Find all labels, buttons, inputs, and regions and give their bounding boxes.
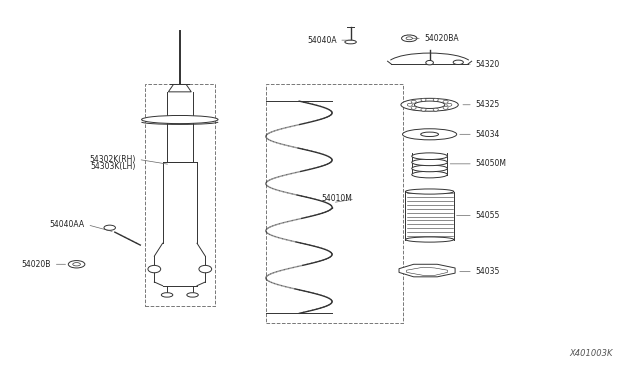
Bar — [266, 84, 403, 323]
Text: 54010M: 54010M — [322, 195, 353, 203]
Ellipse shape — [141, 115, 218, 124]
Text: 54040A: 54040A — [307, 36, 337, 45]
Text: X401003K: X401003K — [570, 349, 613, 358]
Ellipse shape — [412, 153, 447, 160]
Ellipse shape — [104, 225, 115, 230]
Ellipse shape — [68, 260, 85, 268]
Circle shape — [443, 106, 448, 109]
Polygon shape — [406, 267, 447, 275]
Text: 54325: 54325 — [476, 100, 500, 109]
Bar — [145, 84, 215, 306]
Circle shape — [411, 106, 416, 109]
Circle shape — [443, 100, 448, 103]
Polygon shape — [168, 84, 191, 92]
Ellipse shape — [401, 98, 458, 111]
Circle shape — [148, 265, 161, 273]
Text: 54302K(RH): 54302K(RH) — [90, 155, 136, 164]
Circle shape — [433, 98, 438, 101]
Text: 54020BA: 54020BA — [424, 34, 459, 43]
Circle shape — [433, 108, 438, 111]
Ellipse shape — [453, 60, 463, 64]
Ellipse shape — [412, 171, 447, 178]
Ellipse shape — [405, 189, 454, 194]
Circle shape — [199, 265, 212, 273]
Circle shape — [421, 108, 426, 111]
Circle shape — [426, 61, 433, 65]
Ellipse shape — [406, 37, 412, 40]
Text: 54020B: 54020B — [22, 260, 51, 269]
Circle shape — [407, 103, 412, 106]
Ellipse shape — [403, 129, 457, 140]
Text: 54320: 54320 — [476, 60, 500, 69]
Ellipse shape — [73, 263, 81, 266]
Text: 54303K(LH): 54303K(LH) — [90, 162, 136, 171]
Text: 54034: 54034 — [476, 130, 500, 139]
Text: 54035: 54035 — [476, 267, 500, 276]
Ellipse shape — [345, 40, 356, 44]
Ellipse shape — [414, 101, 445, 109]
Ellipse shape — [420, 132, 438, 137]
Ellipse shape — [412, 165, 447, 172]
Polygon shape — [399, 264, 455, 277]
Ellipse shape — [401, 35, 417, 42]
Ellipse shape — [187, 293, 198, 297]
Ellipse shape — [412, 159, 447, 166]
Circle shape — [421, 98, 426, 101]
Text: 54050M: 54050M — [476, 159, 506, 169]
Circle shape — [447, 103, 452, 106]
Ellipse shape — [405, 237, 454, 242]
Text: 54040AA: 54040AA — [50, 220, 85, 229]
Text: 54055: 54055 — [476, 211, 500, 220]
Ellipse shape — [161, 293, 173, 297]
Circle shape — [411, 100, 416, 103]
